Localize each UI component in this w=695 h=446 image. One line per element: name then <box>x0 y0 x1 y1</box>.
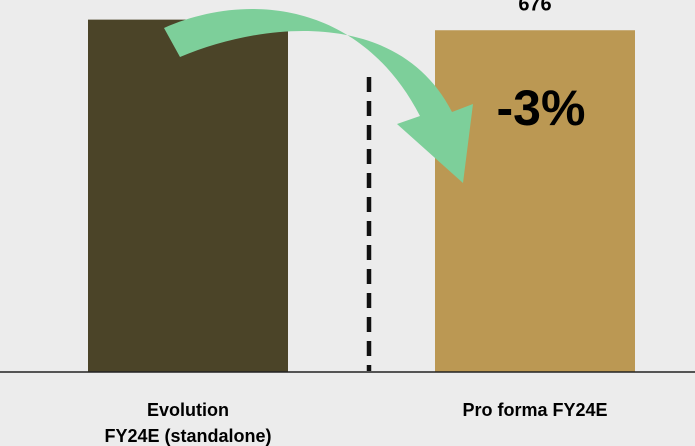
value-labels-group: 697 676 <box>171 0 551 15</box>
bars-group <box>88 19 635 372</box>
percent-change-label: -3% <box>497 80 586 136</box>
category-labels-group: Evolution FY24E (standalone) Pro forma FY2… <box>104 400 607 446</box>
bar-2 <box>435 30 635 372</box>
change-arrow <box>164 9 473 184</box>
category-label-2: Pro forma FY24E <box>462 400 607 420</box>
bar-1 <box>88 19 288 372</box>
value-label-1: 697 <box>171 0 204 5</box>
category-label-1: Evolution FY24E (standalone) <box>104 400 271 446</box>
value-label-2: 676 <box>518 0 551 15</box>
